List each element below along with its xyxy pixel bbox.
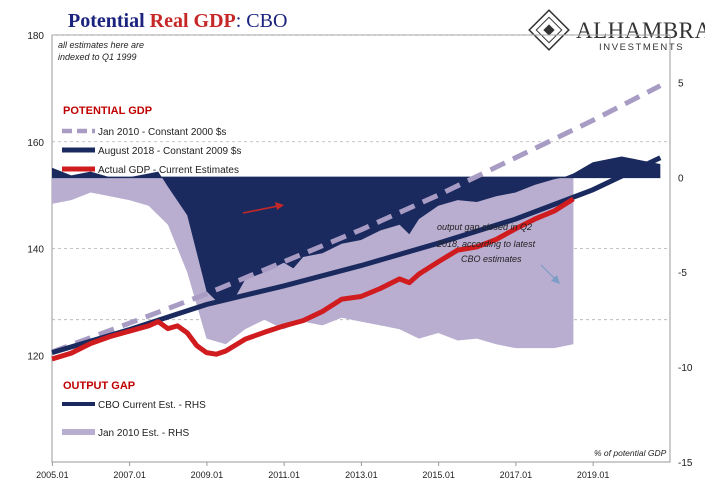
- legend-bottom-heading: OUTPUT GAP: [63, 380, 135, 392]
- note-line-1: all estimates here are: [58, 40, 144, 50]
- title-part-cbo: : CBO: [236, 10, 288, 32]
- x-tick-label: 2019.01: [577, 470, 610, 480]
- legend-item-jan2010: Jan 2010 - Constant 2000 $s: [98, 127, 226, 138]
- logo-sub: INVESTMENTS: [599, 42, 684, 53]
- x-tick-label: 2009.01: [191, 470, 224, 480]
- y-left-tick-label: 120: [27, 351, 44, 362]
- annotation-line-3: CBO estimates: [461, 254, 522, 264]
- trend-arrow-icon: [242, 202, 284, 214]
- title-part-real-gdp: Real GDP: [150, 10, 236, 32]
- gdp-lines: [51, 83, 662, 362]
- x-tick-label: 2007.01: [113, 470, 146, 480]
- x-tick-label: 2011.01: [268, 470, 300, 480]
- legend-potential-gdp: POTENTIAL GDP Jan 2010 - Constant 2000 $…: [62, 105, 241, 176]
- annotation-arrow-icon: [540, 264, 557, 281]
- y-right-tick-label: 5: [678, 78, 684, 89]
- gap-area-jan2010: [52, 177, 574, 349]
- line-actual-gdp: [51, 196, 575, 362]
- y-left-tick-label: 180: [27, 31, 44, 42]
- title-part-potential: Potential: [68, 10, 150, 32]
- y-left-tick-label: 140: [27, 245, 44, 256]
- legend-item-gap-current: CBO Current Est. - RHS: [98, 400, 206, 411]
- y-right-tick-label: -15: [678, 458, 693, 469]
- x-tick-label: 2005.01: [36, 470, 69, 480]
- legend-top-heading: POTENTIAL GDP: [63, 105, 152, 117]
- y-right-tick-label: -10: [678, 363, 693, 374]
- gap-closed-annotation: output gap closed in Q2 2018, according …: [436, 222, 560, 284]
- logo-diamond-icon: [528, 9, 570, 51]
- y-right-tick-label: -5: [678, 268, 687, 279]
- legend-item-aug2018: August 2018 - Constant 2009 $s: [98, 146, 241, 157]
- line-jan2010: [51, 83, 662, 355]
- annotation-line-1: output gap closed in Q2: [437, 222, 532, 232]
- note-line-2: indexed to Q1 1999: [58, 52, 137, 62]
- legend-item-actual: Actual GDP - Current Estimates: [98, 165, 239, 176]
- x-tick-label: 2015.01: [422, 470, 455, 480]
- logo-name: ALHAMBRA: [576, 18, 705, 43]
- x-tick-label: 2013.01: [345, 470, 378, 480]
- y-right-tick-label: 0: [678, 173, 684, 184]
- legend-output-gap: OUTPUT GAP CBO Current Est. - RHS Jan 20…: [62, 380, 206, 439]
- gap-area-cbo-current: [52, 156, 661, 301]
- annotation-arrowhead-icon: [551, 275, 560, 284]
- annotation-line-2: 2018, according to latest: [436, 239, 536, 249]
- axis-labels: 120 140 160 180 5 0 -5 -10 -15 2005.01 2007.01 2009…: [27, 31, 693, 480]
- x-tick-label: 2017.01: [500, 470, 533, 480]
- y-left-tick-label: 160: [27, 138, 44, 149]
- alhambra-logo: ALHAMBRA INVESTMENTS: [528, 9, 705, 53]
- legend-item-gap-jan2010: Jan 2010 Est. - RHS: [98, 428, 189, 439]
- rhs-unit-label: % of potential GDP: [594, 448, 667, 458]
- chart-title: Potential Real GDP: CBO: [68, 10, 287, 32]
- output-gap-areas: [52, 156, 661, 349]
